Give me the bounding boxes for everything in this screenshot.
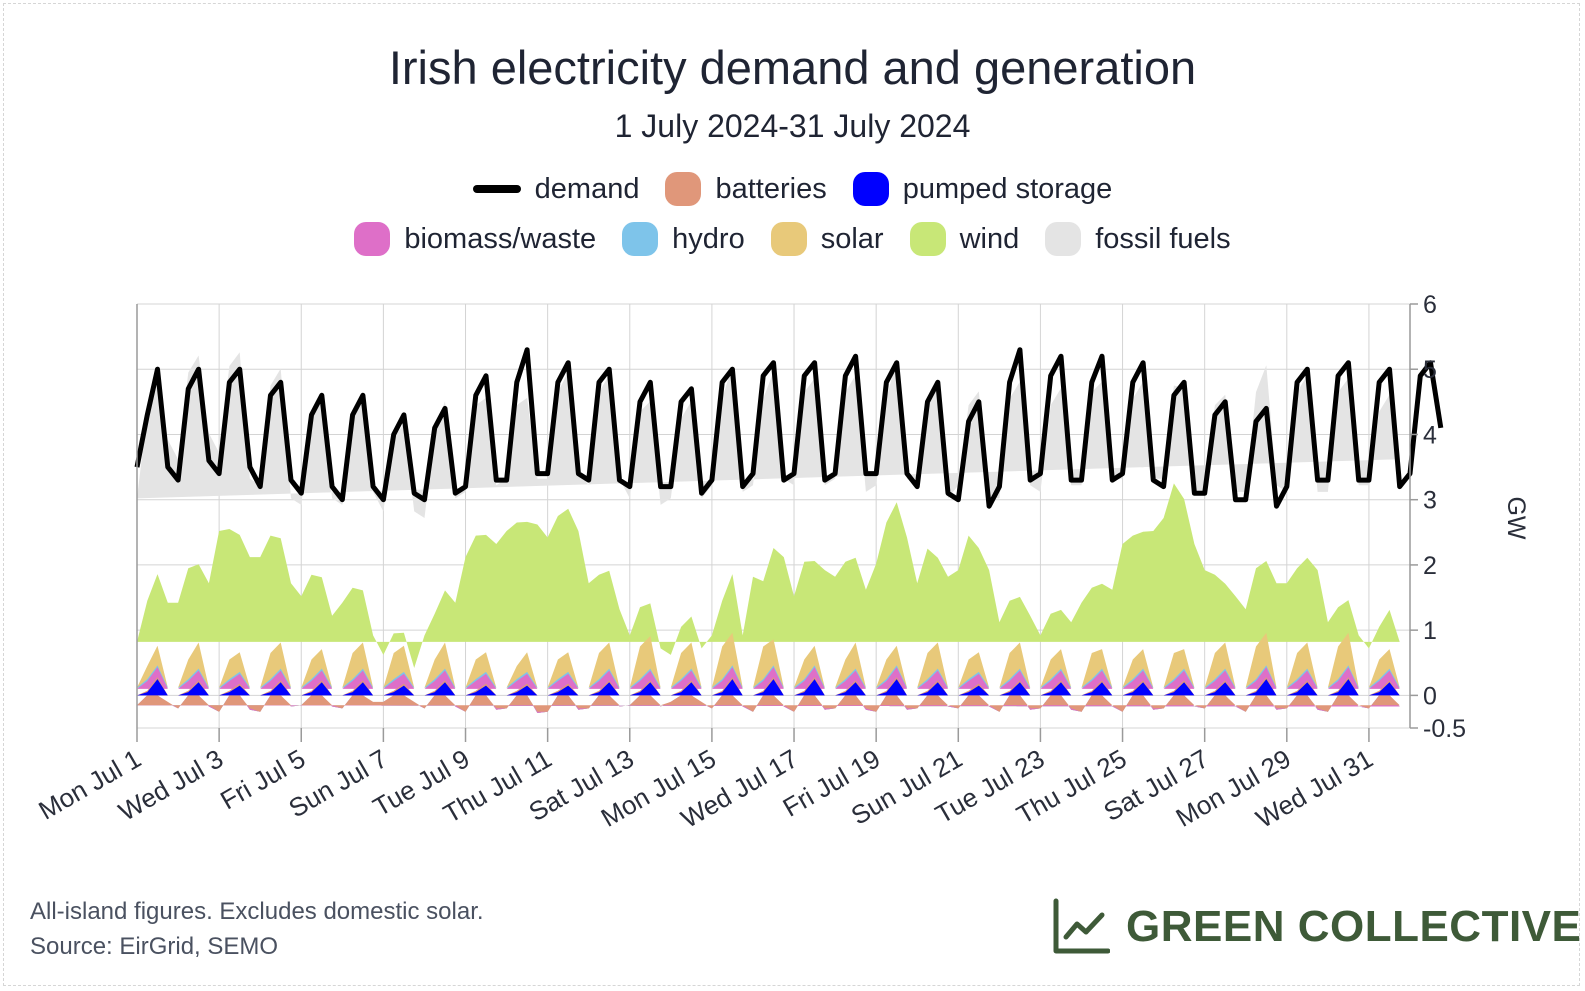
legend-label-biomass-waste: biomass/waste — [404, 222, 597, 255]
y-tick-label: -0.5 — [1423, 715, 1466, 743]
series-line-demand — [134, 347, 1444, 509]
legend-swatch-pumped-storage — [852, 172, 889, 206]
line-chart-icon — [1053, 898, 1110, 954]
series-area-pumped-storage — [137, 679, 1400, 696]
y-tick-label: 5 — [1423, 356, 1437, 384]
legend-label-batteries: batteries — [715, 172, 827, 205]
series-area-biomass-waste — [137, 667, 1400, 689]
series-area-solar — [137, 632, 1400, 688]
legend-swatch-wind — [909, 222, 946, 256]
series-area-batteries-negative — [137, 695, 1400, 712]
legend-swatch-solar — [770, 222, 807, 256]
legend-label-fossil-fuels: fossil fuels — [1095, 222, 1231, 255]
legend-label-pumped-storage: pumped storage — [902, 172, 1113, 205]
legend-label-demand: demand — [534, 172, 640, 205]
y-axis-title: GW — [1502, 496, 1530, 539]
legend-item-solar[interactable]: solar — [770, 222, 884, 256]
legend-swatch-fossil-fuels — [1045, 222, 1082, 256]
footnote-note: All-island figures. Excludes domestic so… — [30, 898, 484, 925]
legend-item-hydro[interactable]: hydro — [622, 222, 745, 256]
chart-subtitle: 1 July 2024-31 July 2024 — [614, 108, 971, 144]
chart-title: Irish electricity demand and generation — [388, 41, 1197, 94]
y-tick-label: 3 — [1423, 487, 1437, 515]
legend-item-wind[interactable]: wind — [909, 222, 1020, 256]
footnote-source: Source: EirGrid, SEMO — [30, 933, 279, 960]
legend-label-hydro: hydro — [672, 222, 745, 255]
legend-row-2: biomass/waste hydro solar wind fossil fu… — [0, 222, 1585, 256]
y-tick-label: 2 — [1423, 552, 1437, 580]
y-tick-label: 0 — [1423, 682, 1437, 710]
legend-item-batteries[interactable]: batteries — [665, 172, 827, 206]
footnote: All-island figures. Excludes domestic so… — [30, 894, 484, 964]
legend-label-solar: solar — [820, 222, 884, 255]
chart-frame — [3, 3, 1580, 986]
series-area-wind — [137, 483, 1400, 668]
y-tick-label: 1 — [1423, 617, 1437, 645]
legend-item-fossil-fuels[interactable]: fossil fuels — [1045, 222, 1231, 256]
brand-logo: GREEN COLLECTIVE — [1050, 897, 1581, 957]
brand-name: GREEN COLLECTIVE — [1126, 902, 1582, 951]
y-tick-label: 6 — [1423, 291, 1437, 319]
legend-swatch-batteries — [665, 172, 702, 206]
legend-item-pumped-storage[interactable]: pumped storage — [852, 172, 1113, 206]
legend-item-biomass-waste[interactable]: biomass/waste — [354, 222, 596, 256]
legend-row-1: demand batteries pumped storage — [0, 172, 1585, 206]
legend-swatch-hydro — [622, 222, 659, 256]
legend-swatch-biomass-waste — [354, 222, 391, 256]
legend-label-wind: wind — [959, 222, 1020, 255]
y-tick-label: 4 — [1423, 421, 1437, 449]
legend-swatch-demand — [472, 185, 521, 193]
legend-item-demand[interactable]: demand — [472, 172, 640, 206]
